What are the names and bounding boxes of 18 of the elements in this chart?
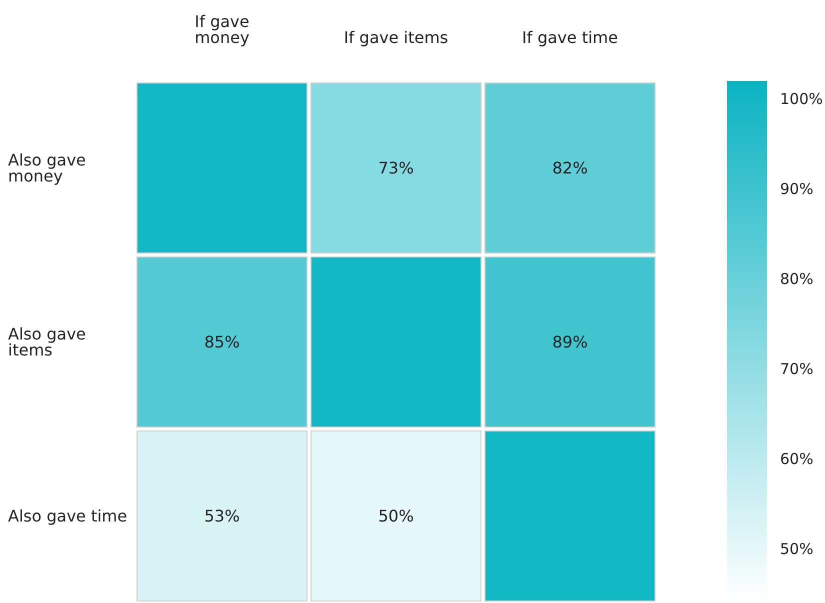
- data-label: 85%: [204, 332, 240, 352]
- y-tick-label: Also gave items: [8, 324, 86, 360]
- color-bar-label: 50%: [780, 540, 814, 558]
- data-label: 82%: [552, 158, 588, 178]
- color-bar-label: 70%: [780, 360, 814, 378]
- color-bar-label: 60%: [780, 450, 814, 468]
- data-label: 89%: [552, 332, 588, 352]
- data-label: 53%: [204, 506, 240, 526]
- y-tick-label: Also gave time: [8, 506, 128, 526]
- data-label: 73%: [378, 158, 414, 178]
- data-label: 50%: [378, 506, 414, 526]
- x-tick-label: If gave items: [344, 28, 448, 47]
- x-tick-label: If gave time: [522, 28, 618, 47]
- color-bar-label: 90%: [780, 180, 814, 198]
- x-tick-label: If gave money: [194, 12, 250, 47]
- color-bar-label: 100%: [780, 90, 823, 108]
- y-tick-label: Also gave money: [8, 150, 86, 186]
- color-bar-label: 80%: [780, 270, 814, 288]
